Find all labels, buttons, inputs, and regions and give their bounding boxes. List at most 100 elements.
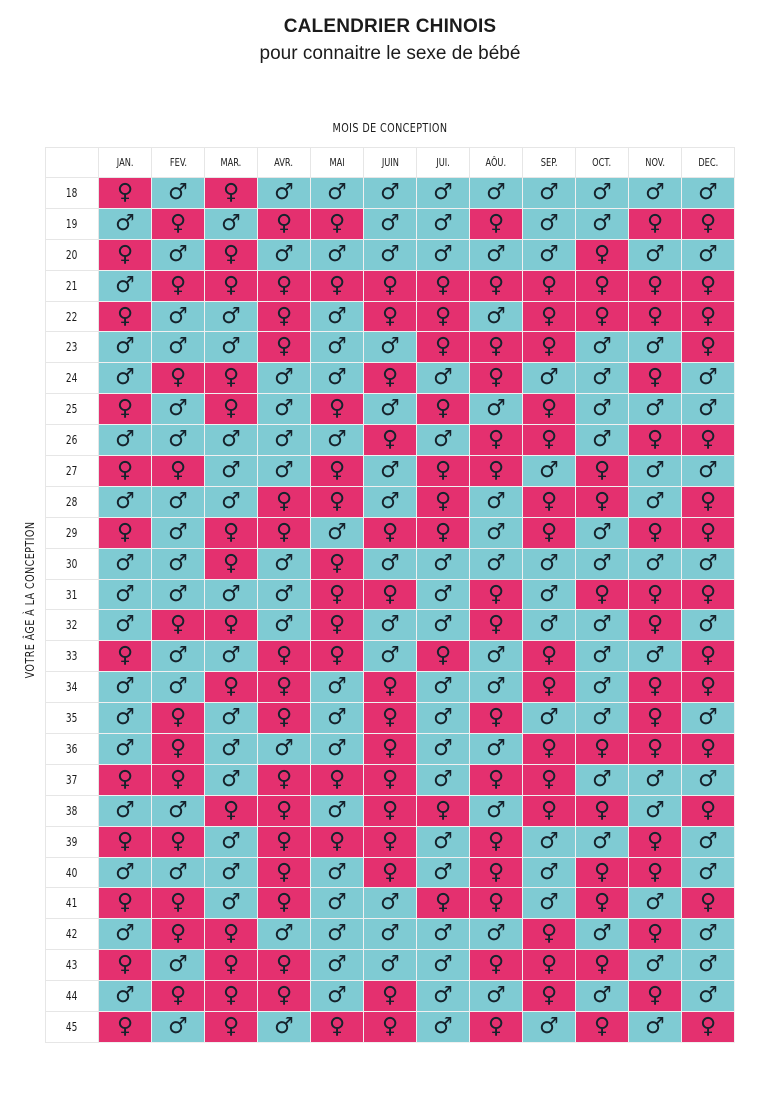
boy-cell: ♂ bbox=[363, 887, 417, 920]
girl-cell: ♀ bbox=[363, 516, 417, 549]
girl-cell: ♀ bbox=[204, 177, 258, 209]
boy-cell: ♂ bbox=[151, 578, 205, 611]
female-symbol-icon: ♀ bbox=[434, 303, 452, 329]
female-symbol-icon: ♀ bbox=[487, 210, 505, 236]
girl-cell: ♀ bbox=[151, 763, 205, 796]
boy-cell: ♂ bbox=[416, 238, 470, 271]
female-symbol-icon: ♀ bbox=[540, 488, 558, 514]
age-cell: 21 bbox=[45, 269, 99, 302]
boy-cell: ♂ bbox=[681, 393, 735, 426]
male-symbol-icon: ♂ bbox=[433, 179, 453, 205]
female-symbol-icon: ♀ bbox=[434, 272, 452, 298]
girl-cell: ♀ bbox=[98, 640, 152, 673]
female-symbol-icon: ♀ bbox=[169, 735, 187, 761]
page-title: CALENDRIER CHINOIS bbox=[283, 16, 497, 37]
male-symbol-icon: ♂ bbox=[698, 983, 718, 1009]
male-symbol-icon: ♂ bbox=[221, 581, 241, 607]
female-symbol-icon: ♀ bbox=[328, 488, 346, 514]
female-symbol-icon: ♀ bbox=[275, 828, 293, 854]
boy-cell: ♂ bbox=[469, 918, 523, 951]
girl-cell: ♀ bbox=[469, 702, 523, 735]
table-row: 18 ♀ ♂ ♀ ♂ ♂ ♂ ♂ ♂ ♂ ♂ ♂ ♂ bbox=[45, 177, 735, 209]
boy-cell: ♂ bbox=[310, 362, 364, 395]
boy-cell: ♂ bbox=[522, 547, 576, 580]
boy-cell: ♂ bbox=[681, 702, 735, 735]
corner-cell bbox=[45, 147, 99, 178]
female-symbol-icon: ♀ bbox=[222, 797, 240, 823]
female-symbol-icon: ♀ bbox=[381, 797, 399, 823]
girl-cell: ♀ bbox=[363, 980, 417, 1013]
girl-cell: ♀ bbox=[628, 300, 682, 333]
table-row: 34 ♂ ♂ ♀ ♀ ♂ ♀ ♂ ♂ ♀ ♂ ♀ ♀ bbox=[45, 671, 735, 704]
girl-cell: ♀ bbox=[522, 331, 576, 364]
boy-cell: ♂ bbox=[469, 671, 523, 704]
boy-cell: ♂ bbox=[469, 485, 523, 518]
male-symbol-icon: ♂ bbox=[168, 643, 188, 669]
male-symbol-icon: ♂ bbox=[115, 674, 135, 700]
female-symbol-icon: ♀ bbox=[646, 581, 664, 607]
boy-cell: ♂ bbox=[416, 424, 470, 457]
girl-cell: ♀ bbox=[151, 825, 205, 858]
male-symbol-icon: ♂ bbox=[433, 921, 453, 947]
boy-cell: ♂ bbox=[416, 856, 470, 889]
male-symbol-icon: ♂ bbox=[592, 179, 612, 205]
female-symbol-icon: ♀ bbox=[699, 303, 717, 329]
boy-cell: ♂ bbox=[204, 578, 258, 611]
girl-cell: ♀ bbox=[363, 300, 417, 333]
boy-cell: ♂ bbox=[204, 856, 258, 889]
female-symbol-icon: ♀ bbox=[699, 581, 717, 607]
age-cell: 42 bbox=[45, 918, 99, 951]
boy-cell: ♂ bbox=[575, 177, 629, 209]
boy-cell: ♂ bbox=[98, 331, 152, 364]
month-header: DEC. bbox=[681, 147, 735, 178]
age-label: 29 bbox=[66, 525, 78, 540]
girl-cell: ♀ bbox=[257, 794, 311, 827]
male-symbol-icon: ♂ bbox=[539, 550, 559, 576]
month-label: JUIN bbox=[381, 156, 399, 169]
male-symbol-icon: ♂ bbox=[539, 859, 559, 885]
female-symbol-icon: ♀ bbox=[275, 952, 293, 978]
age-cell: 28 bbox=[45, 485, 99, 518]
male-symbol-icon: ♂ bbox=[327, 427, 347, 453]
boy-cell: ♂ bbox=[522, 455, 576, 487]
male-symbol-icon: ♂ bbox=[592, 921, 612, 947]
male-symbol-icon: ♂ bbox=[115, 272, 135, 298]
boy-cell: ♂ bbox=[469, 980, 523, 1013]
female-symbol-icon: ♀ bbox=[646, 365, 664, 391]
male-symbol-icon: ♂ bbox=[539, 457, 559, 483]
girl-cell: ♀ bbox=[681, 424, 735, 457]
girl-cell: ♀ bbox=[681, 485, 735, 518]
girl-cell: ♀ bbox=[98, 455, 152, 487]
girl-cell: ♀ bbox=[628, 733, 682, 765]
female-symbol-icon: ♀ bbox=[699, 674, 717, 700]
girl-cell: ♀ bbox=[681, 331, 735, 364]
boy-cell: ♂ bbox=[204, 300, 258, 333]
male-symbol-icon: ♂ bbox=[168, 519, 188, 545]
female-symbol-icon: ♀ bbox=[487, 581, 505, 607]
girl-cell: ♀ bbox=[363, 856, 417, 889]
age-cell: 31 bbox=[45, 578, 99, 611]
page-subtitle: pour connaitre le sexe de bébé bbox=[259, 43, 521, 64]
male-symbol-icon: ♂ bbox=[592, 612, 612, 638]
boy-cell: ♂ bbox=[257, 918, 311, 951]
boy-cell: ♂ bbox=[522, 177, 576, 209]
girl-cell: ♀ bbox=[575, 1011, 629, 1043]
table-row: 29 ♀ ♂ ♀ ♀ ♂ ♀ ♀ ♂ ♀ ♂ ♀ ♀ bbox=[45, 516, 735, 549]
female-symbol-icon: ♀ bbox=[646, 612, 664, 638]
girl-cell: ♀ bbox=[469, 887, 523, 920]
male-symbol-icon: ♂ bbox=[221, 859, 241, 885]
boy-cell: ♂ bbox=[416, 177, 470, 209]
boy-cell: ♂ bbox=[522, 825, 576, 858]
girl-cell: ♀ bbox=[681, 207, 735, 240]
male-symbol-icon: ♂ bbox=[433, 983, 453, 1009]
female-symbol-icon: ♀ bbox=[593, 581, 611, 607]
female-symbol-icon: ♀ bbox=[699, 890, 717, 916]
age-label: 30 bbox=[66, 556, 78, 571]
girl-cell: ♀ bbox=[681, 887, 735, 920]
boy-cell: ♂ bbox=[257, 424, 311, 457]
girl-cell: ♀ bbox=[257, 331, 311, 364]
girl-cell: ♀ bbox=[681, 1011, 735, 1043]
boy-cell: ♂ bbox=[151, 1011, 205, 1043]
female-symbol-icon: ♀ bbox=[116, 828, 134, 854]
female-symbol-icon: ♀ bbox=[275, 519, 293, 545]
